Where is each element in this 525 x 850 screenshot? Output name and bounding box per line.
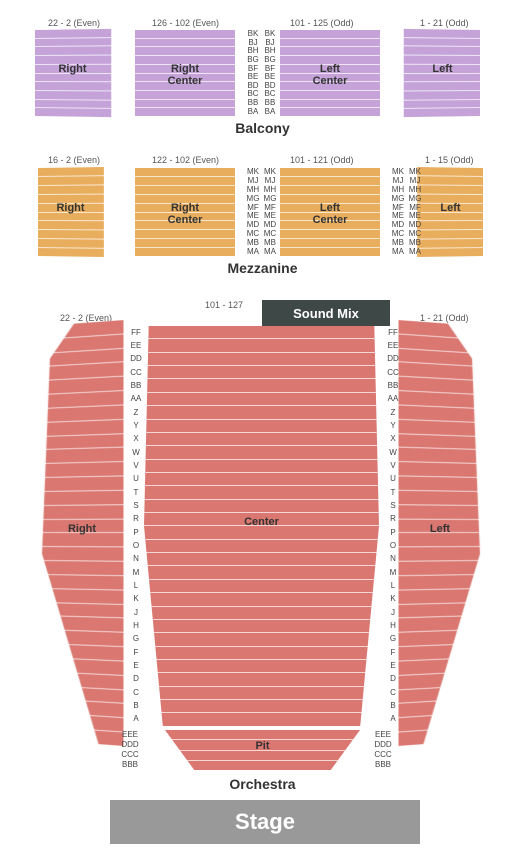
seat-range-label: 101 - 125 (Odd) [290,18,354,28]
seat-range-label: 1 - 21 (Odd) [420,18,469,28]
section-pit[interactable] [165,730,360,770]
section-right-center[interactable] [135,168,235,256]
row-labels-column: BKBJBHBGBFBEBDBCBBBA [245,30,261,116]
section-right-center[interactable] [135,30,235,116]
level-label: Mezzanine [0,260,525,276]
row-labels-column: MKMJMHMGMFMEMDMCMBMA [262,168,278,256]
stage: Stage [110,800,420,844]
section-left[interactable] [399,320,480,746]
row-labels-column: MKMJMHMGMFMEMDMCMBMA [390,168,406,256]
section-right[interactable] [42,320,123,746]
section-left-center[interactable] [280,168,380,256]
seat-range-label: 101 - 127 [205,300,243,310]
seat-range-label: 1 - 15 (Odd) [425,155,474,165]
row-labels-column: EEEDDDCCCBBB [122,730,138,770]
section-left-center[interactable] [280,30,380,116]
row-labels-column: EEEDDDCCCBBB [375,730,391,770]
section-left[interactable] [404,29,480,117]
row-labels-column: MKMJMHMGMFMEMDMCMBMA [245,168,261,256]
seat-range-label: 122 - 102 (Even) [152,155,219,165]
row-labels-column: BKBJBHBGBFBEBDBCBBBA [262,30,278,116]
section-right[interactable] [35,29,111,117]
section-right[interactable] [38,167,104,257]
sound-mix: Sound Mix [262,300,390,326]
row-labels-column: MKMJMHMGMFMEMDMCMBMA [407,168,423,256]
seat-range-label: 1 - 21 (Odd) [420,313,469,323]
seat-range-label: 16 - 2 (Even) [48,155,100,165]
seat-range-label: 22 - 2 (Even) [48,18,100,28]
level-label: Balcony [0,120,525,136]
section-left[interactable] [417,167,483,257]
row-labels-column: FFEEDDCCBBAAZYXWVUTSRPONMLKJHGFEDCBA [128,326,144,726]
level-label: Orchestra [0,776,525,792]
row-labels-column: FFEEDDCCBBAAZYXWVUTSRPONMLKJHGFEDCBA [385,326,401,726]
seat-range-label: 126 - 102 (Even) [152,18,219,28]
section-center[interactable] [144,326,379,726]
seat-range-label: 101 - 121 (Odd) [290,155,354,165]
